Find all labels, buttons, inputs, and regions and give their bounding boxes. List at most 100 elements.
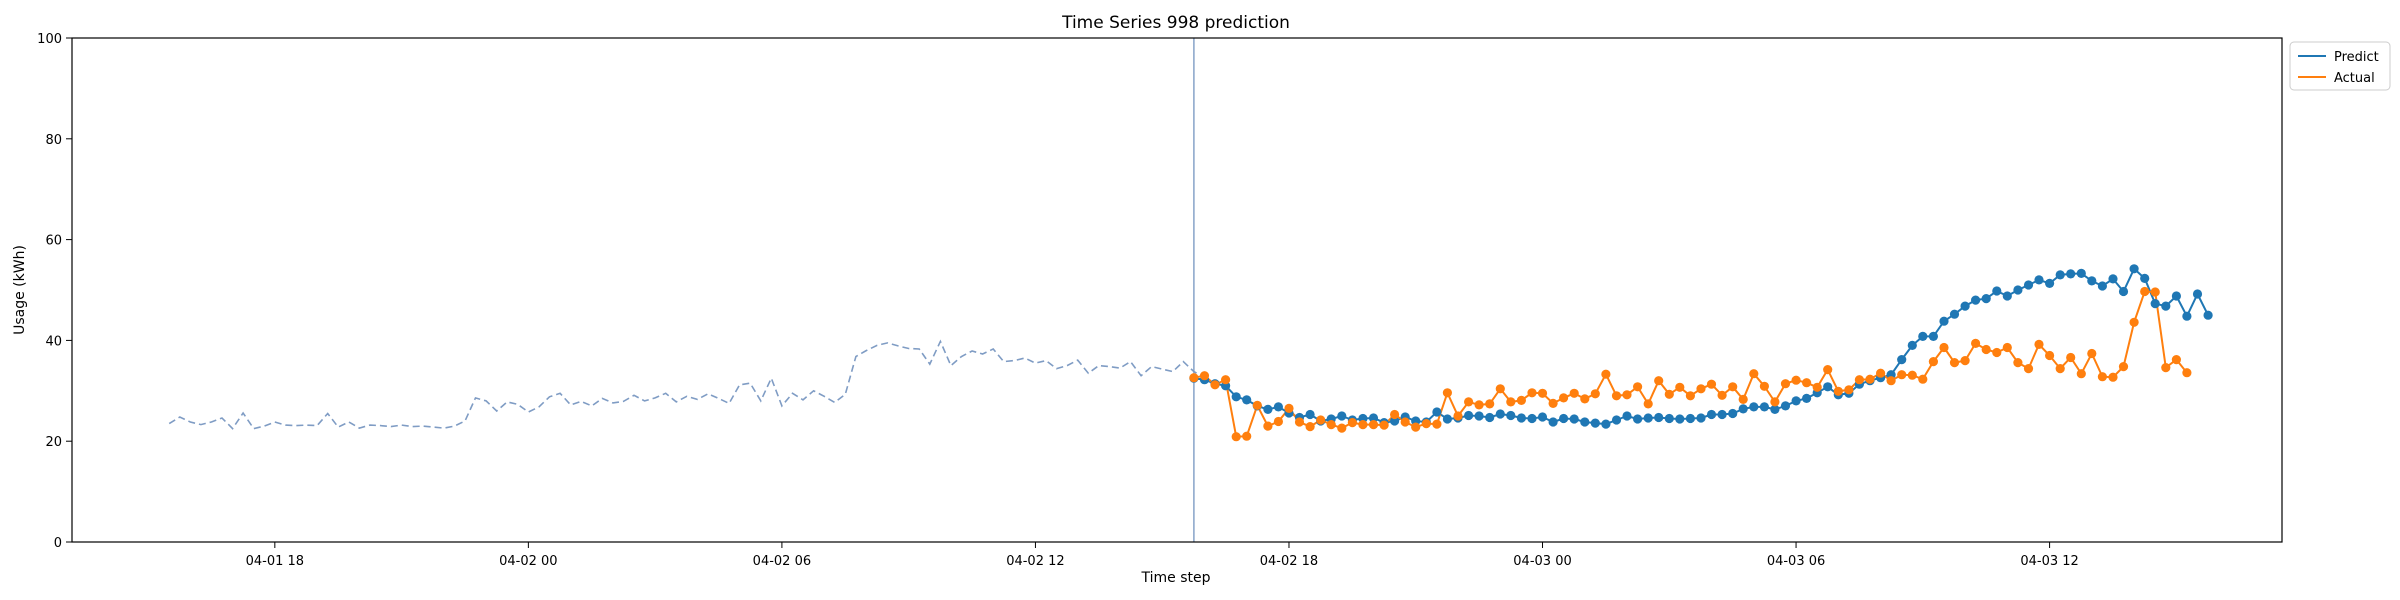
x-axis-label: Time step [1141,570,1211,586]
predict-point [1506,410,1516,421]
actual-point [1569,388,1579,398]
x-axis: 04-01 18 04-02 00 04-02 06 04-02 12 04-02 18… [246,542,2079,569]
actual-point [1865,374,1875,384]
actual-point [1981,344,1991,355]
predict-point [1580,417,1590,427]
actual-point [2013,358,2023,368]
actual-point [1823,365,1833,375]
predict-point [1928,331,1938,341]
actual-point [1199,371,1210,381]
predict-point [1485,412,1495,423]
predict-point [1548,417,1558,427]
predict-point [1749,402,1759,412]
predict-point [1495,409,1505,419]
predict-point [1949,309,1960,319]
actual-point [1358,420,1368,430]
predict-point [1516,413,1526,423]
actual-point [1886,376,1896,386]
predict-point [2002,291,2012,301]
actual-point [1221,375,1231,385]
actual-point [2097,372,2107,382]
actual-point [2076,369,2086,379]
actual-point [2108,372,2118,382]
legend: Predict Actual [2289,41,2391,91]
predict-point [2045,278,2055,288]
actual-point [1854,375,1864,385]
predict-point [1897,355,1907,365]
predict-point [1717,409,1727,420]
plot-area [168,38,2213,542]
actual-point [2140,286,2150,297]
actual-point [1992,347,2002,358]
predict-point [1442,414,1452,424]
actual-point [1189,373,1199,383]
predict-point [1675,414,1685,424]
actual-point [1379,420,1389,430]
predict-point [1305,409,1315,420]
actual-point [2034,339,2044,349]
predict-point [2034,275,2044,285]
predict-point [1706,409,1717,420]
predict-point [1432,407,1442,417]
actual-point [1347,418,1357,428]
actual-point [1696,384,1706,394]
actual-point [1749,369,1759,379]
actual-point [1516,395,1526,405]
actual-point [2023,364,2034,374]
predict-point [1337,411,1347,421]
predict-point [2171,291,2181,301]
actual-point [1464,397,1474,407]
predict-point [1685,413,1695,424]
predict-point [1242,395,1252,405]
actual-point [1664,389,1674,399]
y-tick-label: 40 [45,334,62,349]
predict-point [1992,286,2002,296]
y-tick-label: 80 [45,133,62,148]
actual-point [2150,287,2160,297]
actual-point [1559,393,1569,403]
predict-point [2203,310,2213,320]
predict-point [1474,411,1484,421]
actual-point [1844,385,1854,395]
actual-point [1802,378,1812,388]
predict-point [1273,402,1283,412]
actual-point [1738,394,1748,404]
actual-point [1231,432,1241,442]
predict-point [1960,301,1970,311]
predict-point [1590,418,1600,428]
actual-point [1590,389,1600,399]
actual-point [2182,368,2192,378]
predict-point [1569,414,1579,424]
predict-point [1918,331,1928,341]
predict-point [1654,412,1664,423]
predict-point [1633,414,1643,424]
y-axis: 0 20 40 60 80 100 [37,32,72,551]
y-tick-label: 0 [54,536,62,551]
chart-title: Time Series 998 prediction [1061,13,1290,33]
actual-point [1770,397,1780,407]
actual-point [1622,390,1632,400]
x-tick-label: 04-02 12 [1006,554,1064,569]
actual-point [1400,417,1410,427]
actual-point [1506,397,1516,407]
x-tick-label: 04-03 00 [1513,554,1571,569]
actual-point [1368,420,1379,430]
predict-point [1390,416,1400,426]
actual-point [1326,420,1336,430]
actual-point [2129,317,2139,327]
actual-point [2171,355,2181,365]
actual-point [1907,370,1917,380]
predict-point [1643,413,1653,423]
actual-point [1242,431,1252,441]
actual-point [1759,381,1769,391]
actual-point [1263,421,1273,431]
actual-point [1812,382,1822,392]
actual-point [1548,398,1558,408]
actual-point [1633,382,1643,392]
actual-point [1918,374,1928,384]
predict-point [2140,273,2150,283]
predict-point [2066,269,2076,279]
predict-point [1759,402,1769,412]
predict-point [2129,264,2139,274]
